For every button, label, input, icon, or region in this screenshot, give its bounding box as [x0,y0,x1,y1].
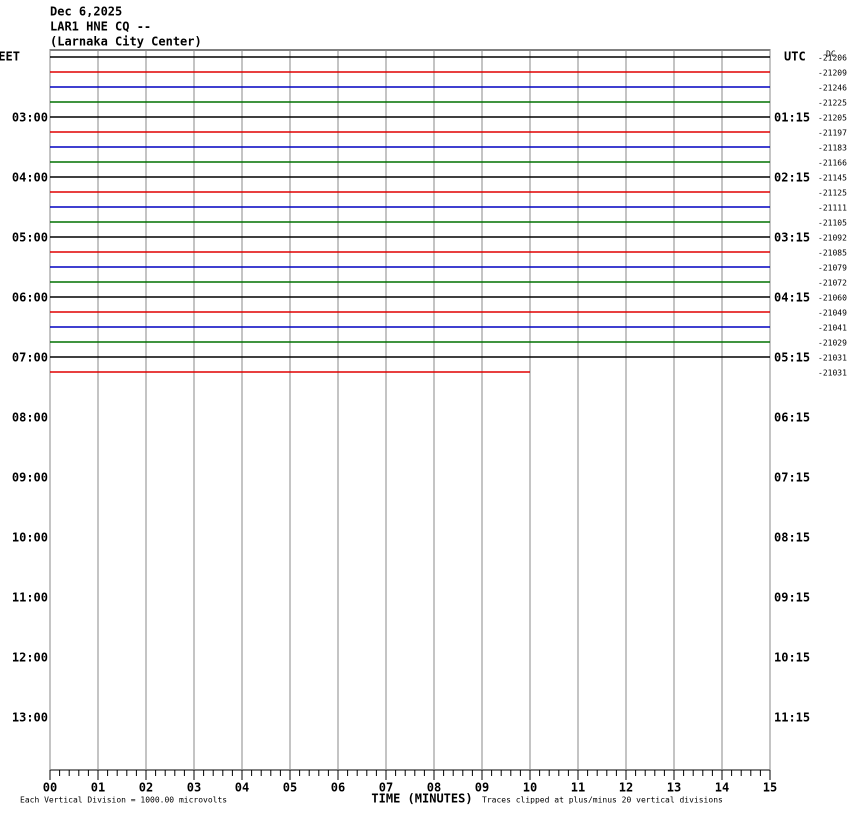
dc-offset: -21079 [818,264,847,273]
dc-offset: -21125 [818,189,847,198]
dc-offset: -21092 [818,234,847,243]
dc-offset: -21209 [818,69,847,78]
right-time-label: 11:15 [774,711,810,725]
left-time-label: 07:00 [12,351,48,365]
dc-offset: -21183 [818,144,847,153]
x-tick-label: 01 [91,781,105,795]
dc-offset: -21072 [818,279,847,288]
dc-offset: -21029 [818,339,847,348]
left-time-label: 12:00 [12,651,48,665]
dc-offset: -21111 [818,204,847,213]
right-header: UTC [784,50,806,64]
dc-offset: -21060 [818,294,847,303]
right-time-label: 01:15 [774,111,810,125]
right-time-label: 09:15 [774,591,810,605]
left-time-label: 10:00 [12,531,48,545]
x-tick-label: 11 [571,781,585,795]
x-tick-label: 00 [43,781,57,795]
x-tick-label: 09 [475,781,489,795]
dc-offset: -21085 [818,249,847,258]
left-time-label: 06:00 [12,291,48,305]
x-tick-label: 13 [667,781,681,795]
x-tick-label: 05 [283,781,297,795]
dc-offset: -21105 [818,219,847,228]
left-header: EET [0,50,20,64]
right-time-label: 07:15 [774,471,810,485]
x-tick-label: 08 [427,781,441,795]
left-time-label: 03:00 [12,111,48,125]
right-time-label: 08:15 [774,531,810,545]
x-tick-label: 10 [523,781,537,795]
x-tick-label: 03 [187,781,201,795]
right-time-label: 04:15 [774,291,810,305]
right-time-label: 05:15 [774,351,810,365]
x-tick-label: 04 [235,781,249,795]
left-time-label: 04:00 [12,171,48,185]
dc-offset: -21145 [818,174,847,183]
right-time-label: 06:15 [774,411,810,425]
left-time-label: 05:00 [12,231,48,245]
title-line: (Larnaka City Center) [50,35,202,49]
dc-offset: -21031 [818,354,847,363]
dc-offset: -21166 [818,159,847,168]
footer-right: Traces clipped at plus/minus 20 vertical… [482,796,723,805]
dc-offset: -21031 [818,369,847,378]
offset-header: DC [826,50,836,59]
dc-offset: -21205 [818,114,847,123]
dc-offset: -21246 [818,84,847,93]
x-tick-label: 06 [331,781,345,795]
dc-offset: -21041 [818,324,847,333]
x-tick-label: 07 [379,781,393,795]
dc-offset: -21049 [818,309,847,318]
footer-left: Each Vertical Division = 1000.00 microvo… [20,796,227,805]
x-tick-label: 15 [763,781,777,795]
left-time-label: 08:00 [12,411,48,425]
x-tick-label: 12 [619,781,633,795]
right-time-label: 10:15 [774,651,810,665]
dc-offset: -21225 [818,99,847,108]
dc-offset: -21206 [818,54,847,63]
left-time-label: 09:00 [12,471,48,485]
x-tick-label: 02 [139,781,153,795]
title-line: Dec 6,2025 [50,5,122,19]
x-tick-label: 14 [715,781,729,795]
right-time-label: 02:15 [774,171,810,185]
dc-offset: -21197 [818,129,847,138]
left-time-label: 13:00 [12,711,48,725]
title-line: LAR1 HNE CQ -- [50,20,151,34]
plot-frame [49,49,771,771]
left-time-label: 11:00 [12,591,48,605]
right-time-label: 03:15 [774,231,810,245]
x-axis-label: TIME (MINUTES) [371,792,472,806]
